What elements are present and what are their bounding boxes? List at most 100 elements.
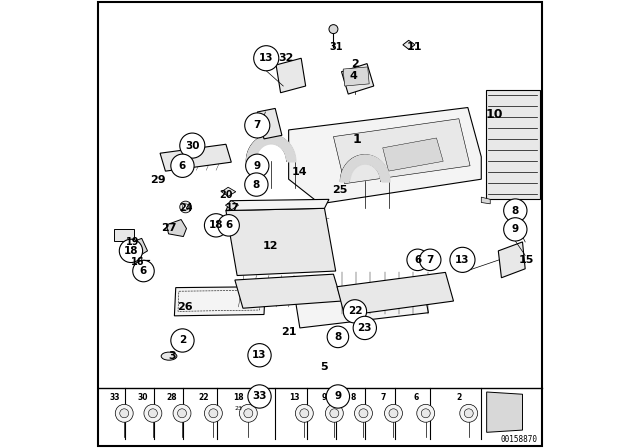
Circle shape xyxy=(464,409,473,418)
Text: 13: 13 xyxy=(259,53,273,63)
Polygon shape xyxy=(499,242,525,278)
Text: 8: 8 xyxy=(512,206,519,215)
Polygon shape xyxy=(383,138,443,171)
Text: 20: 20 xyxy=(220,190,233,200)
Polygon shape xyxy=(226,208,336,276)
Text: 9: 9 xyxy=(253,161,261,171)
Text: 13: 13 xyxy=(455,255,470,265)
Bar xyxy=(343,67,369,86)
Polygon shape xyxy=(337,272,454,316)
Text: 18: 18 xyxy=(124,246,138,256)
Circle shape xyxy=(148,409,157,418)
Circle shape xyxy=(504,199,527,222)
Polygon shape xyxy=(289,108,481,204)
Text: 6: 6 xyxy=(225,220,232,230)
Circle shape xyxy=(460,404,477,422)
Text: 6: 6 xyxy=(179,161,186,171)
Text: 30: 30 xyxy=(138,393,148,402)
Circle shape xyxy=(300,409,309,418)
Text: 22: 22 xyxy=(348,306,362,316)
Polygon shape xyxy=(257,108,282,139)
Text: 7: 7 xyxy=(381,393,387,402)
Text: 31: 31 xyxy=(329,42,342,52)
Circle shape xyxy=(417,404,435,422)
Circle shape xyxy=(343,300,367,323)
Text: 33: 33 xyxy=(109,393,120,402)
Polygon shape xyxy=(225,201,239,210)
Circle shape xyxy=(246,154,269,177)
Circle shape xyxy=(504,218,527,241)
Circle shape xyxy=(209,409,218,418)
Polygon shape xyxy=(296,286,428,328)
Polygon shape xyxy=(403,40,415,49)
Circle shape xyxy=(119,239,143,263)
Text: 6: 6 xyxy=(140,266,147,276)
Text: 24: 24 xyxy=(179,203,193,213)
Polygon shape xyxy=(160,144,231,171)
Text: 16: 16 xyxy=(131,257,145,267)
Circle shape xyxy=(296,404,314,422)
Text: 11: 11 xyxy=(406,42,422,52)
Circle shape xyxy=(407,249,428,271)
Text: 14: 14 xyxy=(292,168,308,177)
Text: 32: 32 xyxy=(278,53,294,63)
Bar xyxy=(486,90,540,199)
Polygon shape xyxy=(235,274,342,308)
Circle shape xyxy=(132,260,154,282)
Text: 9: 9 xyxy=(322,393,327,402)
Text: 19: 19 xyxy=(127,237,140,247)
Text: 25: 25 xyxy=(332,185,348,195)
Text: 21: 21 xyxy=(281,327,296,337)
Bar xyxy=(134,254,141,266)
Text: 13: 13 xyxy=(252,350,267,360)
Circle shape xyxy=(244,113,270,138)
Text: 12: 12 xyxy=(263,241,278,251)
Circle shape xyxy=(253,46,279,71)
Circle shape xyxy=(244,409,253,418)
Text: 9: 9 xyxy=(512,224,519,234)
Circle shape xyxy=(204,214,228,237)
Polygon shape xyxy=(174,287,266,316)
Polygon shape xyxy=(333,119,470,184)
Text: 5: 5 xyxy=(321,362,328,372)
Circle shape xyxy=(355,404,372,422)
Text: 23: 23 xyxy=(358,323,372,333)
Circle shape xyxy=(244,173,268,196)
Polygon shape xyxy=(124,238,148,256)
Circle shape xyxy=(450,247,475,272)
Circle shape xyxy=(385,404,403,422)
Text: 2: 2 xyxy=(179,336,186,345)
Circle shape xyxy=(180,133,205,158)
Text: 6: 6 xyxy=(414,255,421,265)
Polygon shape xyxy=(276,58,306,93)
Circle shape xyxy=(248,385,271,408)
Bar xyxy=(114,229,134,241)
Circle shape xyxy=(330,409,339,418)
Circle shape xyxy=(359,409,368,418)
Text: 22: 22 xyxy=(198,393,209,402)
Circle shape xyxy=(120,409,129,418)
Text: 27: 27 xyxy=(161,224,177,233)
Circle shape xyxy=(389,409,398,418)
Polygon shape xyxy=(166,220,186,237)
Text: 4: 4 xyxy=(349,71,358,81)
Circle shape xyxy=(180,201,191,213)
Ellipse shape xyxy=(427,258,435,267)
Circle shape xyxy=(171,154,194,177)
Text: 28: 28 xyxy=(167,393,177,402)
Text: 17: 17 xyxy=(226,203,239,213)
Text: 29: 29 xyxy=(150,175,166,185)
Circle shape xyxy=(329,25,338,34)
Circle shape xyxy=(204,404,222,422)
Polygon shape xyxy=(481,197,490,204)
Circle shape xyxy=(353,316,376,340)
Text: 1: 1 xyxy=(353,133,361,146)
Circle shape xyxy=(239,404,257,422)
Text: 8: 8 xyxy=(351,393,356,402)
Circle shape xyxy=(327,326,349,348)
Circle shape xyxy=(171,329,194,352)
Circle shape xyxy=(115,404,133,422)
Text: 26: 26 xyxy=(177,302,193,312)
Polygon shape xyxy=(486,392,522,432)
Text: 30: 30 xyxy=(185,141,200,151)
